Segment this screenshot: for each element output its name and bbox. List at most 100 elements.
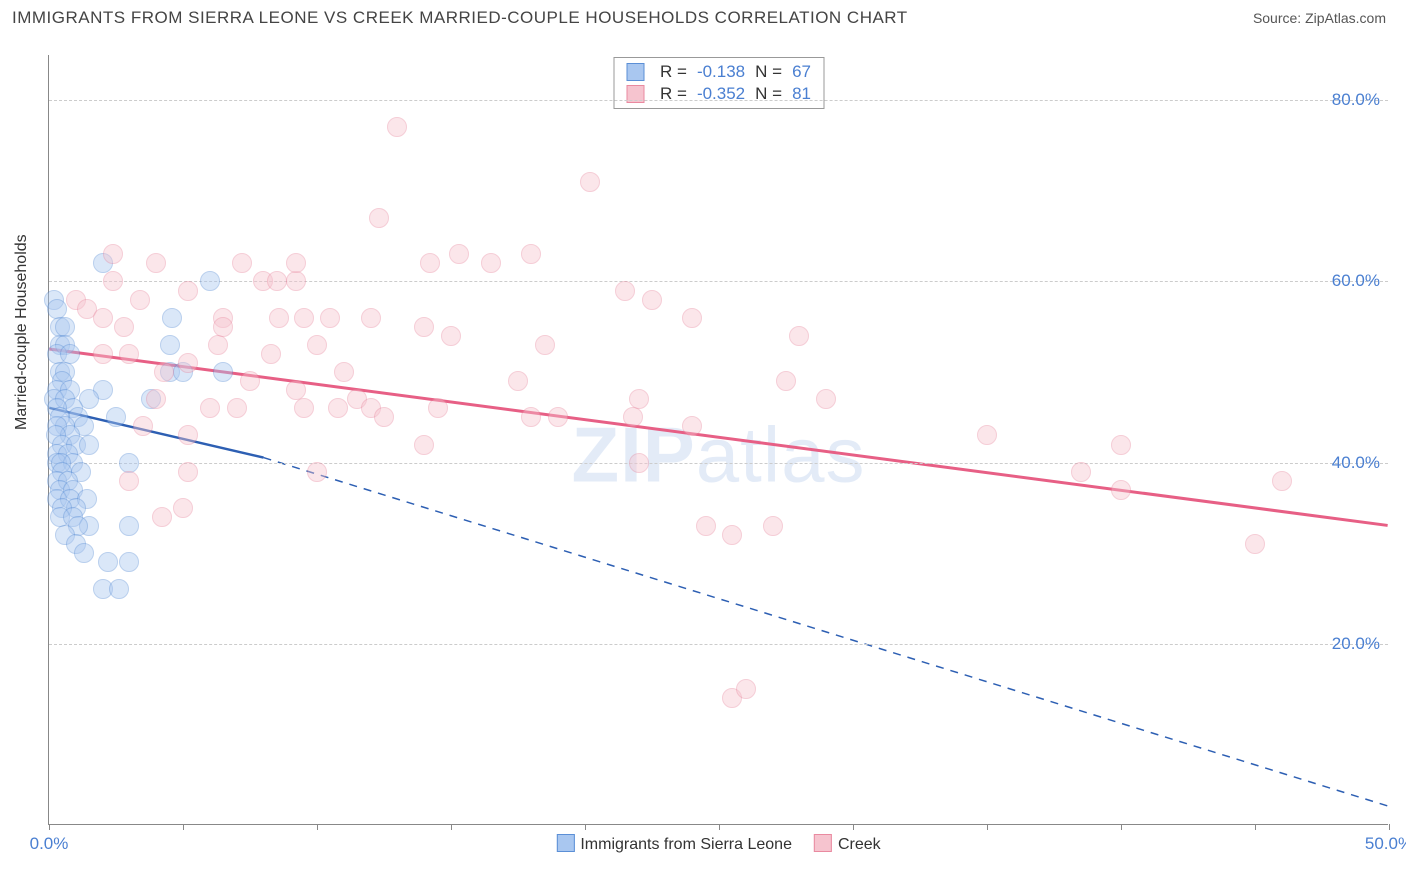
scatter-point-sierra_leone [162,308,182,328]
chart-title: IMMIGRANTS FROM SIERRA LEONE VS CREEK MA… [12,8,908,28]
scatter-point-creek [722,525,742,545]
scatter-point-creek [307,462,327,482]
scatter-point-creek [334,362,354,382]
scatter-point-creek [615,281,635,301]
scatter-point-sierra_leone [200,271,220,291]
scatter-point-creek [374,407,394,427]
scatter-point-creek [696,516,716,536]
scatter-point-creek [521,407,541,427]
scatter-point-creek [93,344,113,364]
scatter-point-sierra_leone [119,453,139,473]
scatter-point-creek [414,317,434,337]
scatter-point-sierra_leone [109,579,129,599]
x-tick [183,824,184,830]
scatter-point-sierra_leone [213,362,233,382]
scatter-point-creek [154,362,174,382]
scatter-point-sierra_leone [119,552,139,572]
scatter-point-creek [580,172,600,192]
scatter-point-creek [629,389,649,409]
scatter-point-creek [294,398,314,418]
scatter-point-creek [173,498,193,518]
scatter-point-creek [119,471,139,491]
scatter-point-creek [213,317,233,337]
scatter-point-creek [508,371,528,391]
chart-plot-area: ZIPatlas R =-0.138N =67R =-0.352N =81 Im… [48,55,1388,825]
scatter-point-creek [286,271,306,291]
scatter-point-creek [286,253,306,273]
scatter-point-creek [387,117,407,137]
x-tick-label: 50.0% [1365,834,1406,854]
scatter-point-creek [428,398,448,418]
y-tick-label: 60.0% [1332,271,1380,291]
scatter-point-creek [232,253,252,273]
scatter-point-creek [307,335,327,355]
gridline-h [49,100,1388,101]
scatter-point-creek [521,244,541,264]
x-tick [49,824,50,830]
scatter-point-creek [146,389,166,409]
scatter-point-creek [535,335,555,355]
x-tick [853,824,854,830]
scatter-point-sierra_leone [47,299,67,319]
x-tick [585,824,586,830]
x-tick [317,824,318,830]
scatter-point-creek [736,679,756,699]
scatter-point-creek [93,308,113,328]
legend-label-creek: Creek [838,836,881,853]
scatter-point-creek [294,308,314,328]
scatter-point-creek [449,244,469,264]
scatter-point-creek [776,371,796,391]
scatter-point-creek [269,308,289,328]
scatter-point-creek [1111,435,1131,455]
scatter-point-sierra_leone [98,552,118,572]
scatter-point-creek [481,253,501,273]
scatter-point-creek [320,308,340,328]
scatter-point-creek [130,290,150,310]
scatter-point-creek [816,389,836,409]
legend-r-label: R = [660,62,687,82]
x-tick [1255,824,1256,830]
scatter-point-sierra_leone [106,407,126,427]
scatter-point-creek [414,435,434,455]
scatter-point-creek [178,462,198,482]
scatter-point-creek [361,308,381,328]
scatter-point-creek [369,208,389,228]
y-axis-title: Married-couple Households [13,234,31,430]
scatter-point-creek [146,253,166,273]
x-tick [451,824,452,830]
scatter-point-sierra_leone [74,543,94,563]
trend-lines-layer [49,55,1388,824]
scatter-point-creek [789,326,809,346]
scatter-point-creek [114,317,134,337]
scatter-point-sierra_leone [60,344,80,364]
scatter-point-creek [103,244,123,264]
scatter-point-creek [227,398,247,418]
x-tick [1389,824,1390,830]
scatter-point-creek [240,371,260,391]
x-tick [1121,824,1122,830]
scatter-point-creek [103,271,123,291]
x-tick-label: 0.0% [30,834,69,854]
scatter-point-creek [420,253,440,273]
scatter-point-creek [152,507,172,527]
scatter-point-creek [261,344,281,364]
scatter-point-creek [629,453,649,473]
scatter-point-creek [119,344,139,364]
scatter-point-creek [178,281,198,301]
legend-n-value: 67 [792,62,811,82]
scatter-point-sierra_leone [119,516,139,536]
scatter-point-creek [623,407,643,427]
y-tick-label: 40.0% [1332,453,1380,473]
legend-series: Immigrants from Sierra LeoneCreek [556,834,880,854]
scatter-point-sierra_leone [79,435,99,455]
watermark: ZIPatlas [571,409,865,500]
scatter-point-creek [1071,462,1091,482]
legend-swatch-creek [814,834,832,852]
scatter-point-creek [1272,471,1292,491]
scatter-point-creek [328,398,348,418]
scatter-point-creek [1245,534,1265,554]
gridline-h [49,644,1388,645]
scatter-point-creek [682,416,702,436]
legend-item-creek: Creek [814,834,881,854]
legend-r-value: -0.138 [697,62,745,82]
